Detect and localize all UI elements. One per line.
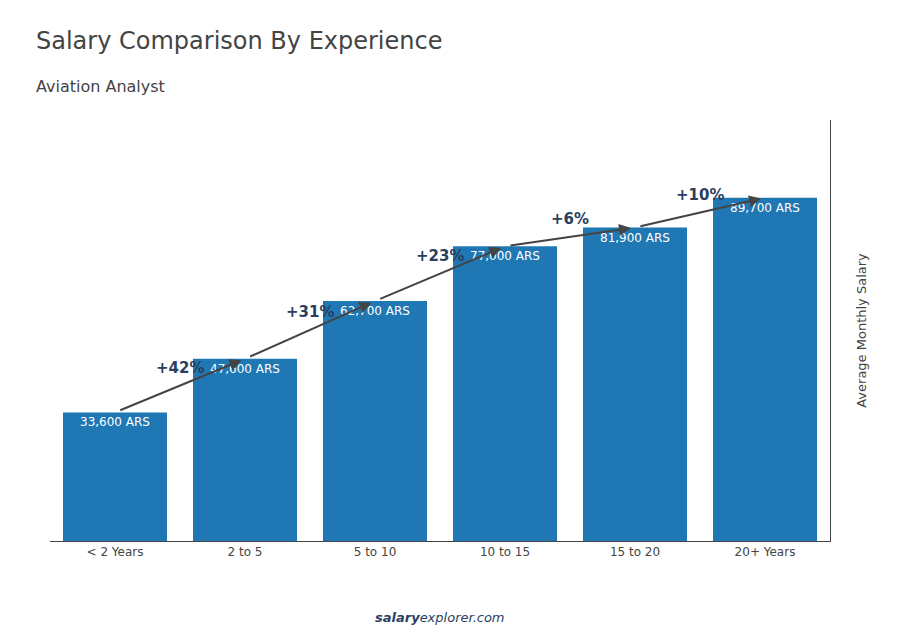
svg-text:20+ Years: 20+ Years [735, 545, 796, 559]
svg-text:81,900 ARS: 81,900 ARS [600, 231, 670, 245]
svg-text:89,700 ARS: 89,700 ARS [730, 201, 800, 215]
svg-text:< 2 Years: < 2 Years [87, 545, 144, 559]
svg-text:5 to 10: 5 to 10 [354, 545, 397, 559]
svg-text:10 to 15: 10 to 15 [480, 545, 530, 559]
svg-text:Salary Comparison By Experienc: Salary Comparison By Experience [36, 27, 442, 55]
svg-text:Average Monthly Salary: Average Monthly Salary [854, 253, 869, 408]
svg-text:77,000 ARS: 77,000 ARS [470, 249, 540, 263]
svg-text:salaryexplorer.com: salaryexplorer.com [375, 610, 505, 625]
svg-text:62,700 ARS: 62,700 ARS [340, 304, 410, 318]
svg-text:15 to 20: 15 to 20 [610, 545, 660, 559]
svg-text:+42%: +42% [156, 359, 204, 377]
svg-text:+10%: +10% [676, 186, 724, 204]
svg-text:+31%: +31% [286, 303, 334, 321]
svg-text:+23%: +23% [416, 247, 464, 265]
svg-text:47,600 ARS: 47,600 ARS [210, 362, 280, 376]
svg-text:33,600 ARS: 33,600 ARS [80, 415, 150, 429]
svg-text:2 to 5: 2 to 5 [228, 545, 263, 559]
svg-text:+6%: +6% [551, 210, 589, 228]
svg-text:Aviation Analyst: Aviation Analyst [36, 77, 165, 96]
